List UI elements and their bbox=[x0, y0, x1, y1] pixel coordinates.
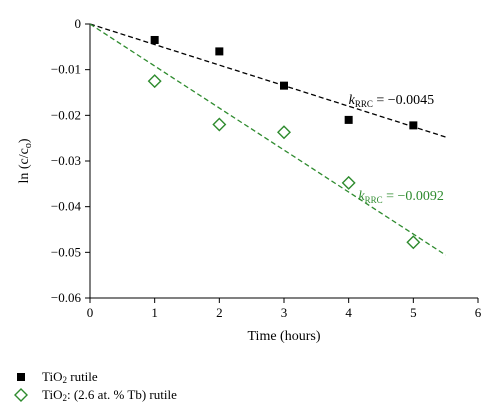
data-point-diamond bbox=[406, 235, 421, 250]
x-tick-label: 6 bbox=[475, 305, 482, 320]
fit-lines bbox=[89, 23, 447, 256]
data-point-square bbox=[150, 35, 159, 44]
data-point-square bbox=[280, 81, 288, 90]
legend: TiO2 rutile TiO2: (2.6 at. % Tb) rutile bbox=[10, 368, 177, 404]
y-tick-label: −0.03 bbox=[51, 153, 81, 168]
chart: 0 1 2 3 4 5 6 0 −0.01 −0.02 −0.03 −0.04 −0.05 −0.06 Ti… bbox=[17, 16, 482, 344]
fit-line bbox=[89, 23, 446, 138]
legend-item-tio2-tb-rutile: TiO2: (2.6 at. % Tb) rutile bbox=[10, 386, 177, 404]
data-points bbox=[147, 35, 421, 250]
x-axis-label: Time (hours) bbox=[248, 329, 321, 344]
y-tick-label: −0.01 bbox=[51, 62, 81, 77]
data-point-square bbox=[344, 115, 353, 124]
annotations: kRRC = −0.0045 kRRC = −0.0092 bbox=[349, 93, 444, 205]
x-tick-label: 0 bbox=[87, 305, 94, 320]
legend-label: TiO2 rutile bbox=[42, 369, 98, 385]
open-diamond-marker-icon bbox=[10, 388, 32, 402]
filled-square-marker-icon bbox=[10, 372, 32, 382]
y-axis-label: ln (c/co) bbox=[17, 138, 34, 183]
y-tick-label: −0.05 bbox=[51, 244, 81, 259]
data-point-diamond bbox=[147, 74, 162, 89]
data-point-diamond bbox=[212, 117, 227, 132]
x-tick-label: 1 bbox=[151, 305, 158, 320]
rate-constant-annotation: kRRC = −0.0092 bbox=[358, 189, 444, 205]
axes: 0 1 2 3 4 5 6 0 −0.01 −0.02 −0.03 −0.04 −0.05 −0.06 Ti… bbox=[17, 16, 482, 344]
rate-constant-annotation: kRRC = −0.0045 bbox=[349, 93, 435, 109]
fit-line bbox=[89, 23, 447, 256]
x-tick-label: 2 bbox=[216, 305, 223, 320]
y-tick-label: −0.04 bbox=[51, 199, 82, 214]
x-tick-label: 5 bbox=[410, 305, 417, 320]
y-tick-label: −0.02 bbox=[51, 107, 81, 122]
y-tick-label: 0 bbox=[75, 16, 82, 31]
data-point-square bbox=[409, 121, 418, 130]
data-point-diamond bbox=[341, 175, 356, 190]
data-point-diamond bbox=[277, 125, 291, 140]
data-point-square bbox=[215, 47, 224, 56]
x-tick-label: 3 bbox=[281, 305, 288, 320]
legend-label: TiO2: (2.6 at. % Tb) rutile bbox=[42, 387, 177, 403]
legend-item-tio2-rutile: TiO2 rutile bbox=[10, 368, 177, 386]
y-tick-label: −0.06 bbox=[51, 290, 82, 305]
x-tick-label: 4 bbox=[345, 305, 352, 320]
